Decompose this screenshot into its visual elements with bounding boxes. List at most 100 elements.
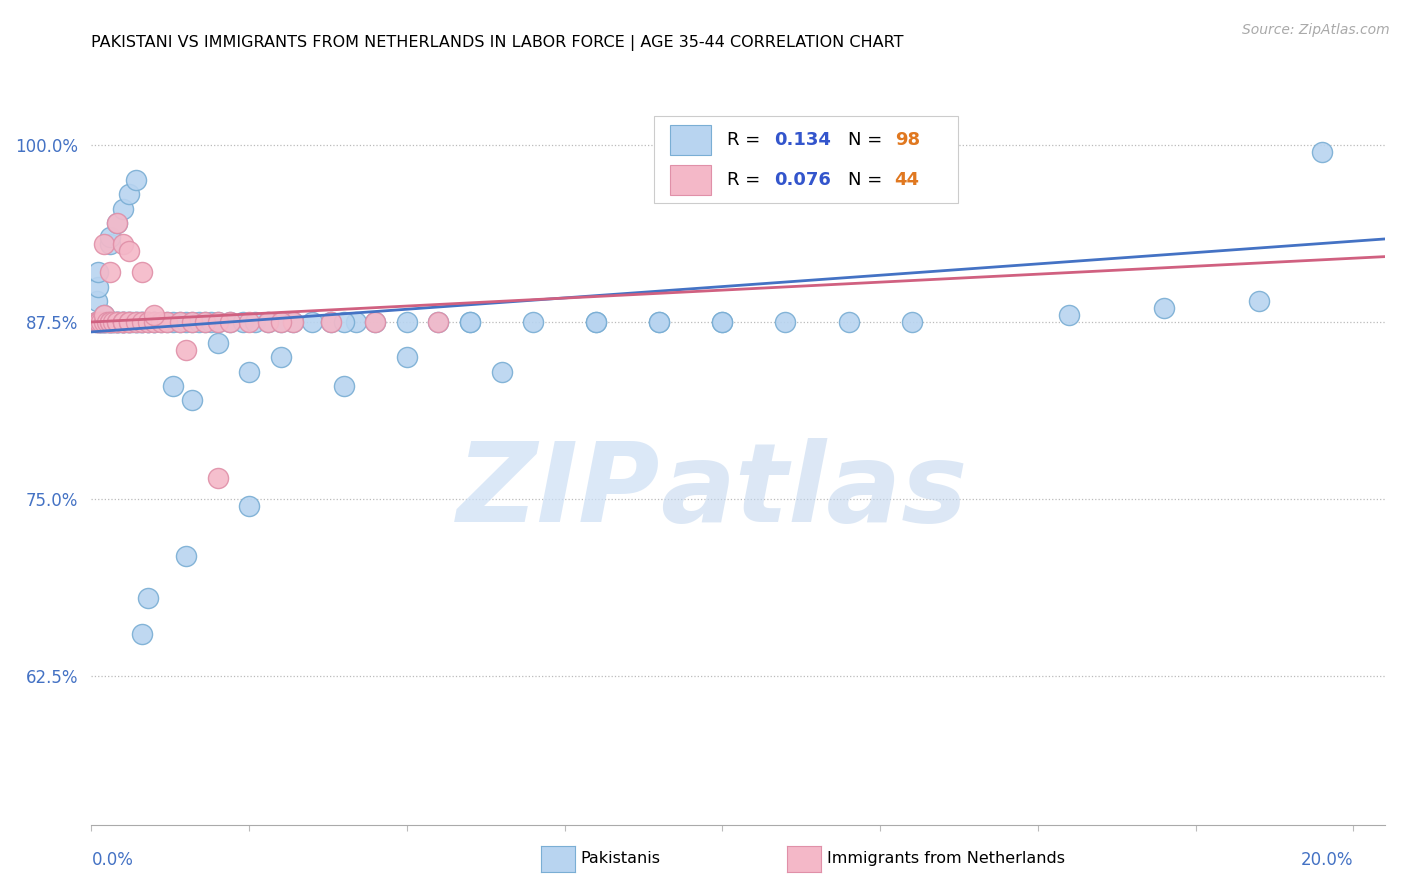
Point bbox=[648, 315, 671, 329]
Point bbox=[108, 315, 131, 329]
Point bbox=[98, 315, 121, 329]
Point bbox=[131, 315, 153, 329]
Point bbox=[585, 315, 607, 329]
Point bbox=[149, 315, 172, 329]
Point bbox=[194, 315, 217, 329]
Text: 98: 98 bbox=[894, 131, 920, 149]
Point bbox=[585, 315, 607, 329]
Point bbox=[156, 315, 179, 329]
Point bbox=[128, 315, 150, 329]
Point bbox=[111, 315, 134, 329]
Point bbox=[219, 315, 242, 329]
Point bbox=[118, 187, 141, 202]
Point bbox=[93, 315, 115, 329]
Point bbox=[838, 315, 860, 329]
Point bbox=[427, 315, 450, 329]
Point bbox=[174, 549, 197, 563]
Point bbox=[283, 315, 305, 329]
Point bbox=[270, 315, 292, 329]
Point bbox=[187, 315, 209, 329]
Point bbox=[333, 315, 356, 329]
Point bbox=[344, 315, 367, 329]
Point bbox=[149, 315, 172, 329]
Point bbox=[491, 365, 513, 379]
Point bbox=[648, 315, 671, 329]
Point bbox=[98, 237, 121, 252]
Text: PAKISTANI VS IMMIGRANTS FROM NETHERLANDS IN LABOR FORCE | AGE 35-44 CORRELATION : PAKISTANI VS IMMIGRANTS FROM NETHERLANDS… bbox=[91, 36, 904, 52]
Point bbox=[270, 351, 292, 365]
Point bbox=[89, 315, 111, 329]
Point bbox=[143, 315, 166, 329]
Point bbox=[395, 315, 418, 329]
Point bbox=[118, 315, 141, 329]
Point bbox=[143, 308, 166, 322]
Bar bbox=[669, 125, 711, 155]
Point bbox=[136, 591, 159, 606]
Point bbox=[87, 315, 110, 329]
Point bbox=[238, 365, 260, 379]
Point bbox=[143, 315, 166, 329]
Point bbox=[238, 315, 260, 329]
Point bbox=[181, 392, 204, 407]
Point bbox=[775, 315, 797, 329]
Point bbox=[174, 343, 197, 358]
Point bbox=[86, 279, 108, 293]
Text: 0.076: 0.076 bbox=[775, 171, 831, 189]
Point bbox=[100, 315, 122, 329]
Point bbox=[1310, 145, 1333, 159]
Point bbox=[93, 308, 115, 322]
Point bbox=[93, 308, 115, 322]
Point bbox=[86, 265, 108, 279]
Point bbox=[98, 315, 121, 329]
Point bbox=[169, 315, 191, 329]
Point bbox=[522, 315, 544, 329]
Point bbox=[238, 500, 260, 514]
Point bbox=[143, 315, 166, 329]
Point bbox=[86, 315, 108, 329]
Text: N =: N = bbox=[848, 131, 889, 149]
Point bbox=[105, 216, 128, 230]
Point bbox=[200, 315, 222, 329]
Point bbox=[86, 315, 108, 329]
Point bbox=[257, 315, 280, 329]
Point bbox=[86, 293, 108, 308]
Point bbox=[121, 315, 143, 329]
Point bbox=[90, 315, 112, 329]
Bar bbox=[669, 165, 711, 195]
Point bbox=[207, 315, 229, 329]
Point bbox=[103, 315, 125, 329]
Point bbox=[124, 315, 146, 329]
Point bbox=[86, 315, 108, 329]
Text: Immigrants from Netherlands: Immigrants from Netherlands bbox=[827, 852, 1064, 866]
Text: 0.0%: 0.0% bbox=[91, 851, 134, 869]
Point bbox=[711, 315, 734, 329]
Point bbox=[111, 315, 134, 329]
Text: Source: ZipAtlas.com: Source: ZipAtlas.com bbox=[1241, 23, 1389, 37]
Point bbox=[427, 315, 450, 329]
Point bbox=[131, 265, 153, 279]
Point bbox=[105, 315, 128, 329]
Point bbox=[283, 315, 305, 329]
Point bbox=[96, 315, 118, 329]
Point bbox=[1059, 308, 1081, 322]
Point bbox=[111, 237, 134, 252]
Point bbox=[118, 315, 141, 329]
Text: ZIP: ZIP bbox=[457, 438, 661, 545]
Point bbox=[181, 315, 204, 329]
Text: 20.0%: 20.0% bbox=[1301, 851, 1354, 869]
Point bbox=[96, 315, 118, 329]
Point bbox=[219, 315, 242, 329]
Point bbox=[93, 315, 115, 329]
Point bbox=[94, 315, 117, 329]
Point bbox=[118, 315, 141, 329]
Text: Pakistanis: Pakistanis bbox=[581, 852, 661, 866]
Point bbox=[93, 315, 115, 329]
Point bbox=[111, 202, 134, 216]
Point bbox=[257, 315, 280, 329]
Point bbox=[90, 315, 112, 329]
Point bbox=[364, 315, 387, 329]
Point bbox=[90, 315, 112, 329]
Point bbox=[245, 315, 267, 329]
Text: 44: 44 bbox=[894, 171, 920, 189]
Point bbox=[98, 315, 121, 329]
